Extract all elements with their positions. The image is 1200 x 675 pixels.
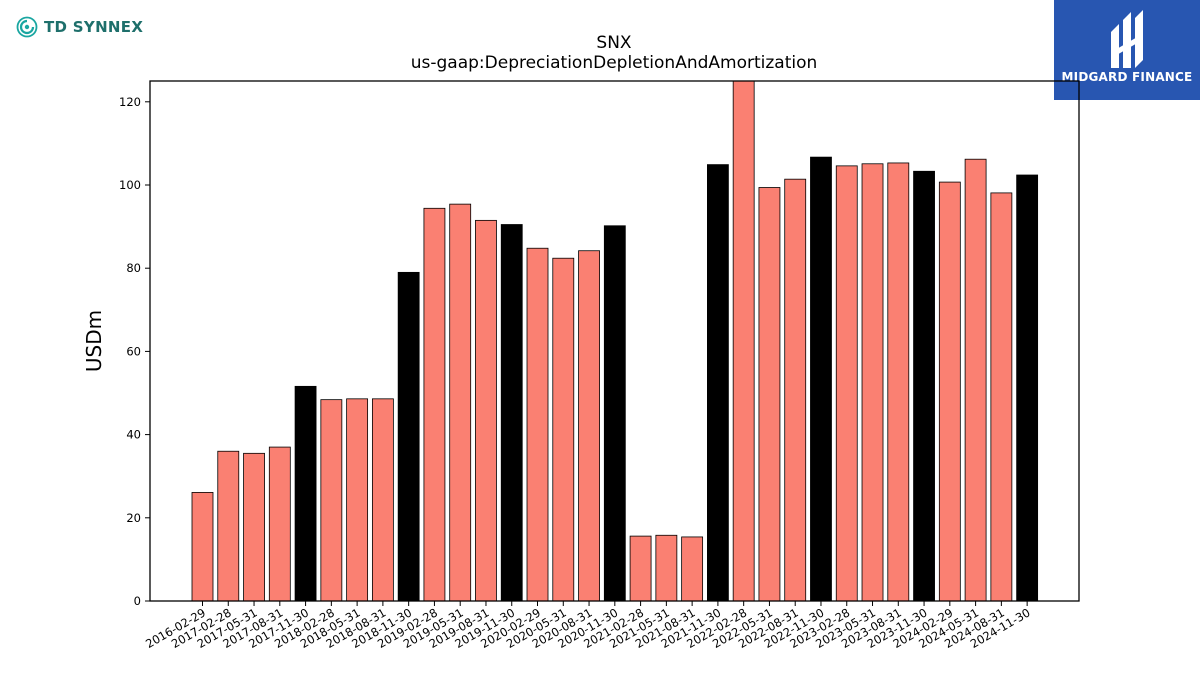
bar-2018-05-31 xyxy=(346,398,369,602)
bar-2018-02-28 xyxy=(320,399,343,602)
bar-2018-08-31 xyxy=(371,398,394,602)
y-axis-label: USDm xyxy=(82,310,106,372)
y-tick-label: 40 xyxy=(126,428,141,442)
bars xyxy=(191,80,1039,602)
bar-2019-05-31 xyxy=(449,203,472,602)
bar-2019-08-31 xyxy=(475,219,497,602)
bar-2017-02-28 xyxy=(217,450,240,602)
bar-2020-11-30 xyxy=(603,225,626,602)
bar-2024-08-31 xyxy=(990,192,1013,602)
bar-2023-08-31 xyxy=(887,162,910,602)
y-tick-label: 0 xyxy=(134,594,141,608)
bar-2020-05-31 xyxy=(552,257,575,602)
bar-2024-02-29 xyxy=(938,181,961,602)
y-tick-label: 80 xyxy=(126,261,141,275)
bar-2021-05-31 xyxy=(655,534,678,602)
bar-2024-11-30 xyxy=(1016,174,1039,602)
bar-2023-02-28 xyxy=(835,165,858,602)
bar-2021-02-28 xyxy=(629,535,652,602)
x-axis: 2016-02-292017-02-282017-05-312017-08-31… xyxy=(143,601,1033,651)
y-tick-label: 60 xyxy=(126,344,141,358)
td-synnex-logo-icon xyxy=(16,16,38,38)
chart-subtitle: us-gaap:DepreciationDepletionAndAmortiza… xyxy=(411,53,818,73)
td-synnex-logo-text: TD SYNNEX xyxy=(44,18,144,36)
bar-2022-05-31 xyxy=(758,187,781,602)
chart-title: SNX xyxy=(596,33,632,53)
bar-2016-02-29 xyxy=(191,492,214,602)
bar-2021-11-30 xyxy=(707,164,729,602)
bar-2023-05-31 xyxy=(861,163,884,602)
bar-2022-02-28 xyxy=(732,80,755,602)
y-axis: 0 20 40 60 80 100 120 xyxy=(119,95,150,608)
bar-2017-08-31 xyxy=(268,446,291,602)
plot-frame xyxy=(149,80,1080,602)
y-tick-label: 120 xyxy=(119,95,141,109)
bar-2017-11-30 xyxy=(294,385,317,602)
bar-2024-05-31 xyxy=(964,158,987,602)
bar-2020-08-31 xyxy=(578,250,600,602)
td-synnex-logo: TD SYNNEX xyxy=(16,16,143,38)
bar-2018-11-30 xyxy=(397,271,420,602)
bar-2022-11-30 xyxy=(810,156,832,602)
bar-2022-08-31 xyxy=(784,178,807,602)
y-tick-label: 20 xyxy=(126,511,141,525)
bar-2021-08-31 xyxy=(681,536,704,602)
bar-2019-11-30 xyxy=(500,224,523,602)
y-tick-label: 100 xyxy=(119,178,141,192)
bar-2023-11-30 xyxy=(913,170,935,602)
bar-2017-05-31 xyxy=(243,452,265,602)
bar-2019-02-28 xyxy=(423,207,446,602)
midgard-finance-logo: MIDGARD FINANCE xyxy=(1054,0,1200,100)
midgard-logo-text: MIDGARD FINANCE xyxy=(1061,70,1193,84)
bar-2020-02-29 xyxy=(526,247,549,602)
midgard-logo-icon xyxy=(1111,10,1143,68)
